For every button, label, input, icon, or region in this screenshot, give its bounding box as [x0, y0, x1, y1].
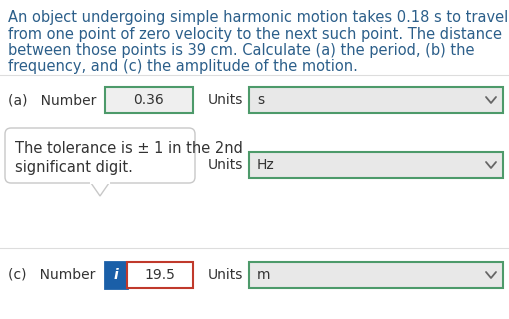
- Text: Hz: Hz: [257, 158, 274, 172]
- Text: An object undergoing simple harmonic motion takes 0.18 s to travel: An object undergoing simple harmonic mot…: [8, 10, 507, 25]
- Text: i: i: [114, 268, 118, 282]
- Text: m: m: [257, 268, 270, 282]
- Text: frequency, and (c) the amplitude of the motion.: frequency, and (c) the amplitude of the …: [8, 60, 357, 75]
- FancyBboxPatch shape: [248, 262, 502, 288]
- FancyBboxPatch shape: [127, 262, 192, 288]
- FancyBboxPatch shape: [248, 87, 502, 113]
- Text: from one point of zero velocity to the next such point. The distance: from one point of zero velocity to the n…: [8, 26, 501, 41]
- FancyBboxPatch shape: [105, 262, 127, 288]
- Text: between those points is 39 cm. Calculate (a) the period, (b) the: between those points is 39 cm. Calculate…: [8, 43, 473, 58]
- Text: (c)   Number: (c) Number: [8, 268, 95, 282]
- FancyBboxPatch shape: [5, 128, 194, 183]
- Text: significant digit.: significant digit.: [15, 160, 133, 175]
- Text: (a)   Number: (a) Number: [8, 93, 96, 107]
- FancyBboxPatch shape: [105, 87, 192, 113]
- Text: s: s: [257, 93, 264, 107]
- FancyBboxPatch shape: [248, 152, 502, 178]
- Polygon shape: [91, 183, 109, 196]
- Text: Units: Units: [208, 93, 243, 107]
- Text: The tolerance is ± 1 in the 2nd: The tolerance is ± 1 in the 2nd: [15, 141, 242, 156]
- Text: Units: Units: [208, 158, 243, 172]
- Text: 0.36: 0.36: [133, 93, 164, 107]
- Text: Units: Units: [208, 268, 243, 282]
- Text: 19.5: 19.5: [144, 268, 175, 282]
